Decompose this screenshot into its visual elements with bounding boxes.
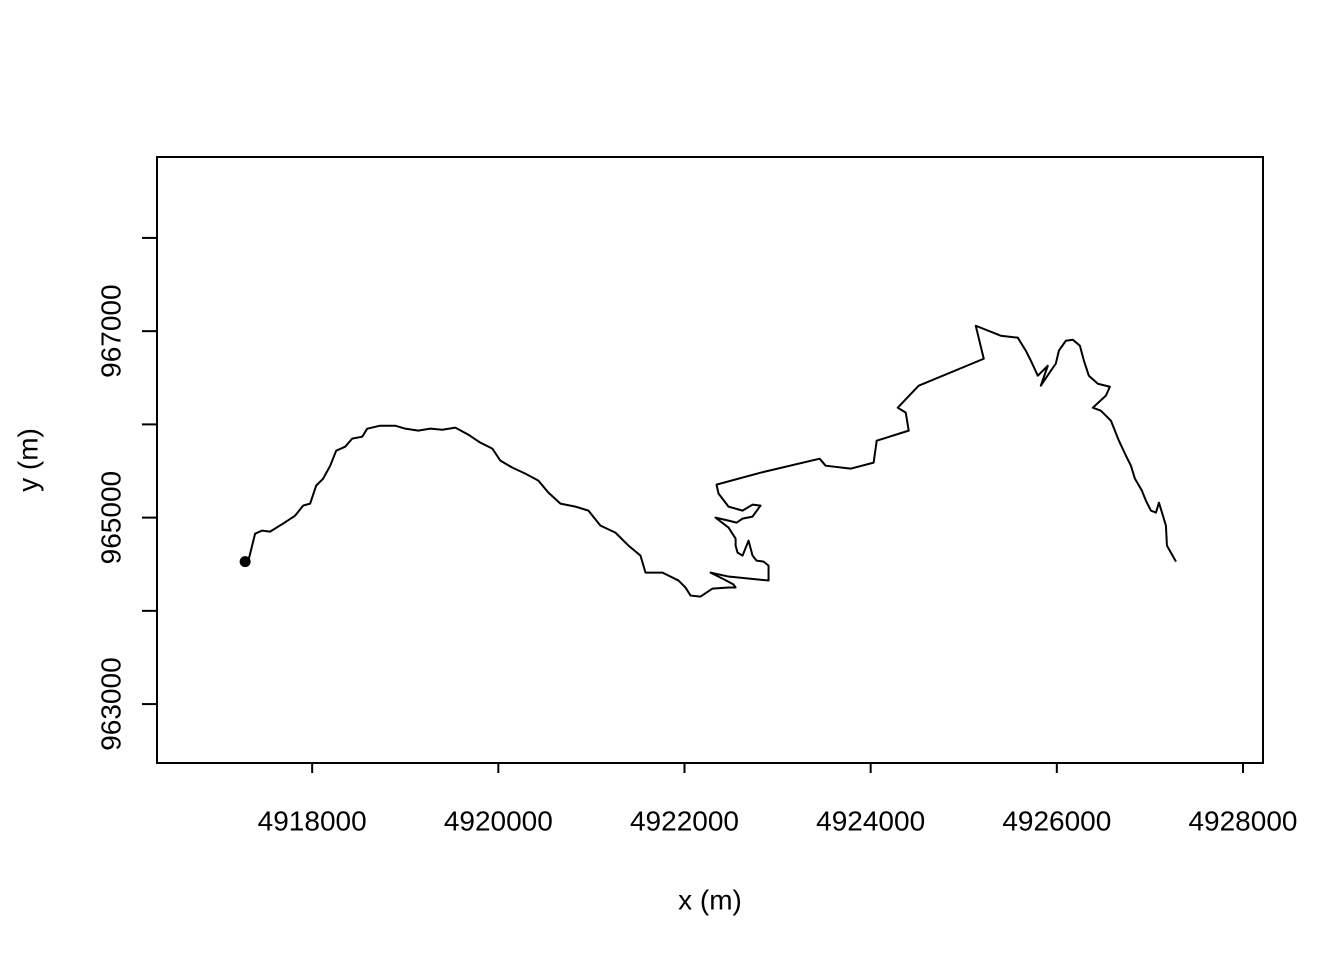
track-line <box>244 324 1177 598</box>
y-tick-label: 967000 <box>95 284 126 377</box>
x-tick-label: 4920000 <box>444 805 553 836</box>
x-tick-label: 4928000 <box>1188 805 1297 836</box>
x-tick-label: 4918000 <box>258 805 367 836</box>
plot-frame <box>156 156 1264 764</box>
start-point <box>239 556 251 568</box>
y-tick-label: 965000 <box>95 471 126 564</box>
x-tick-label: 4922000 <box>630 805 739 836</box>
y-axis-title: y (m) <box>12 428 43 492</box>
x-tick-label: 4926000 <box>1002 805 1111 836</box>
y-tick-label: 963000 <box>95 657 126 750</box>
x-axis-title: x (m) <box>678 884 742 915</box>
x-tick-label: 4924000 <box>816 805 925 836</box>
